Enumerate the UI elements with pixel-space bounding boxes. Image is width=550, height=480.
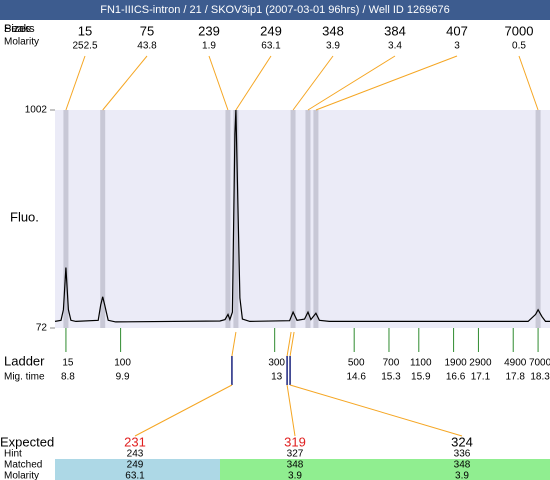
peak-band xyxy=(233,110,239,328)
row-label: Matched xyxy=(4,460,42,471)
marker-connector xyxy=(289,384,463,437)
peak-molarity: 63.1 xyxy=(261,41,281,52)
expected-size: 324 xyxy=(451,434,473,449)
mig-time: 15.3 xyxy=(381,372,401,383)
peak-connector xyxy=(208,55,229,111)
peak-band xyxy=(535,110,541,328)
peak-size: 384 xyxy=(384,23,406,38)
peak-molarity: 252.5 xyxy=(72,41,97,52)
y-tick-label: 72 xyxy=(36,323,48,334)
mig-time: 17.1 xyxy=(471,372,491,383)
mig-time: 16.6 xyxy=(446,372,466,383)
peak-size: 15 xyxy=(78,23,92,38)
peak-connector xyxy=(292,55,334,111)
ladder-size: 300 xyxy=(268,358,285,369)
marker-up xyxy=(231,331,237,357)
chart-title: FN1-IIICS-intron / 21 / SKOV3ip1 (2007-0… xyxy=(100,4,450,16)
peak-connector xyxy=(315,55,458,111)
y-axis-label: Fluo. xyxy=(10,209,39,224)
ladder-size: 15 xyxy=(62,358,74,369)
peak-band xyxy=(290,110,296,328)
trace-line xyxy=(54,109,550,323)
sizes-label: Sizes xyxy=(4,23,31,35)
ladder-size: 500 xyxy=(348,358,365,369)
peak-connector xyxy=(307,55,396,111)
peak-band xyxy=(100,110,106,328)
peak-connector xyxy=(518,55,539,111)
ladder-size: 1100 xyxy=(410,358,432,369)
peak-size: 249 xyxy=(260,23,282,38)
row-label: Hint xyxy=(4,449,22,460)
peak-band xyxy=(305,110,311,328)
expected-size: 231 xyxy=(124,434,146,449)
mig-time: 9.9 xyxy=(116,372,130,383)
peak-molarity: 3.9 xyxy=(326,41,340,52)
matched-bg xyxy=(220,459,380,480)
ladder-size: 100 xyxy=(114,358,131,369)
marker-connector xyxy=(286,384,296,437)
ladder-size: 7000 xyxy=(529,358,550,369)
peak-size: 407 xyxy=(446,23,468,38)
peak-connector xyxy=(235,55,272,111)
molarity-label: Molarity xyxy=(4,37,39,48)
ladder-size: 2900 xyxy=(469,358,492,369)
row-label: Molarity xyxy=(4,471,39,480)
mig-time: 14.6 xyxy=(346,372,366,383)
peak-size: 239 xyxy=(198,23,220,38)
hint-size: 327 xyxy=(287,449,304,460)
peaks-label: Peaks xyxy=(4,23,35,35)
plot-area xyxy=(55,110,550,328)
mig-time: 18.3 xyxy=(530,372,550,383)
matched-size: 249 xyxy=(127,460,144,471)
ladder-label: Ladder xyxy=(4,353,45,368)
matched-molarity: 3.9 xyxy=(288,471,302,480)
matched-size: 348 xyxy=(287,460,304,471)
hint-size: 336 xyxy=(454,449,471,460)
peak-connector xyxy=(102,55,148,111)
marker-connector xyxy=(134,384,233,437)
peak-connector xyxy=(65,55,86,111)
expected-size: 319 xyxy=(284,434,306,449)
mig-time: 15.9 xyxy=(411,372,431,383)
peak-size: 348 xyxy=(322,23,344,38)
marker-up xyxy=(286,331,292,357)
peak-size: 75 xyxy=(140,23,154,38)
mig-time: 17.8 xyxy=(505,372,525,383)
peak-band xyxy=(225,110,231,328)
title-bar xyxy=(0,0,550,20)
mig-time: 8.8 xyxy=(61,372,75,383)
mig-time-label: Mig. time xyxy=(4,372,45,383)
ladder-size: 700 xyxy=(383,358,400,369)
matched-size: 348 xyxy=(454,460,471,471)
peak-molarity: 3.4 xyxy=(388,41,402,52)
marker-up xyxy=(289,331,295,357)
peak-band xyxy=(313,110,319,328)
row-label: Expected xyxy=(0,434,54,449)
ladder-size: 4900 xyxy=(504,358,527,369)
mig-time: 13 xyxy=(271,372,283,383)
y-tick-label: 1002 xyxy=(25,105,48,116)
matched-molarity: 63.1 xyxy=(125,471,145,480)
peak-molarity: 1.9 xyxy=(202,41,216,52)
peak-band xyxy=(63,110,69,328)
matched-bg xyxy=(380,459,550,480)
ladder-size: 1900 xyxy=(444,358,467,369)
peak-molarity: 0.5 xyxy=(512,41,526,52)
peak-molarity: 43.8 xyxy=(137,41,157,52)
matched-bg xyxy=(55,459,220,480)
peak-molarity: 3 xyxy=(454,41,460,52)
peak-size: 7000 xyxy=(505,23,534,38)
matched-molarity: 3.9 xyxy=(455,471,469,480)
hint-size: 243 xyxy=(127,449,144,460)
